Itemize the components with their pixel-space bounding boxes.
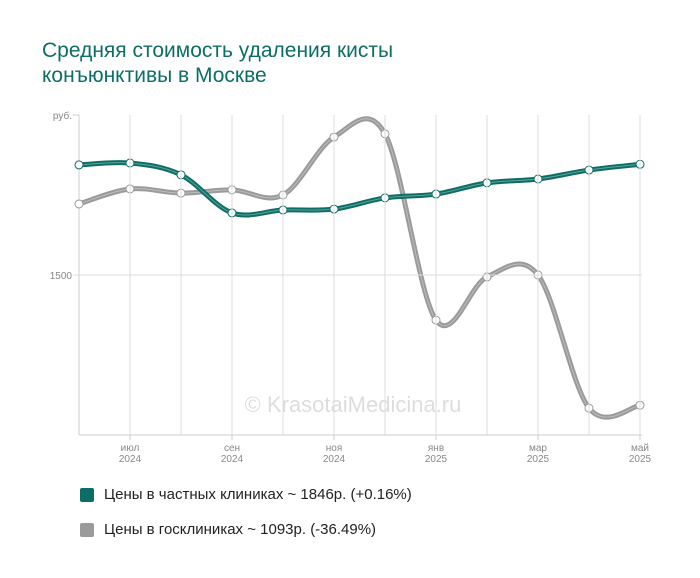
legend-label: Цены в частных клиниках ~ 1846р. (+0.16%… <box>104 486 412 503</box>
x-tick-label: ноя 2024 <box>322 443 346 465</box>
legend-swatch <box>80 522 94 537</box>
legend-swatch <box>80 487 94 502</box>
chart-title: Средняя стоимость удаления кисты конъюнк… <box>42 39 394 87</box>
y-unit-label: руб. <box>53 110 72 122</box>
legend-label: Цены в госклиниках ~ 1093р. (-36.49%) <box>104 521 377 538</box>
legend-item: Цены в частных клиниках ~ 1846р. (+0.16%… <box>80 486 412 503</box>
x-tick-label: июл 2024 <box>118 443 142 465</box>
series-line-stripe <box>78 118 641 418</box>
legend-item: Цены в госклиниках ~ 1093р. (-36.49%) <box>80 521 376 538</box>
x-tick-label: янв 2025 <box>424 443 448 465</box>
watermark: © KrasotaiMedicina.ru <box>245 392 462 417</box>
x-tick-label: сен 2024 <box>220 443 244 465</box>
point <box>74 199 84 209</box>
y-tick-label: 1500 <box>50 271 73 282</box>
series-line <box>76 160 643 218</box>
x-tick-label: мар 2025 <box>526 443 550 465</box>
series-line <box>76 116 643 420</box>
x-tick-label: май 2025 <box>628 443 652 465</box>
point <box>74 160 84 170</box>
